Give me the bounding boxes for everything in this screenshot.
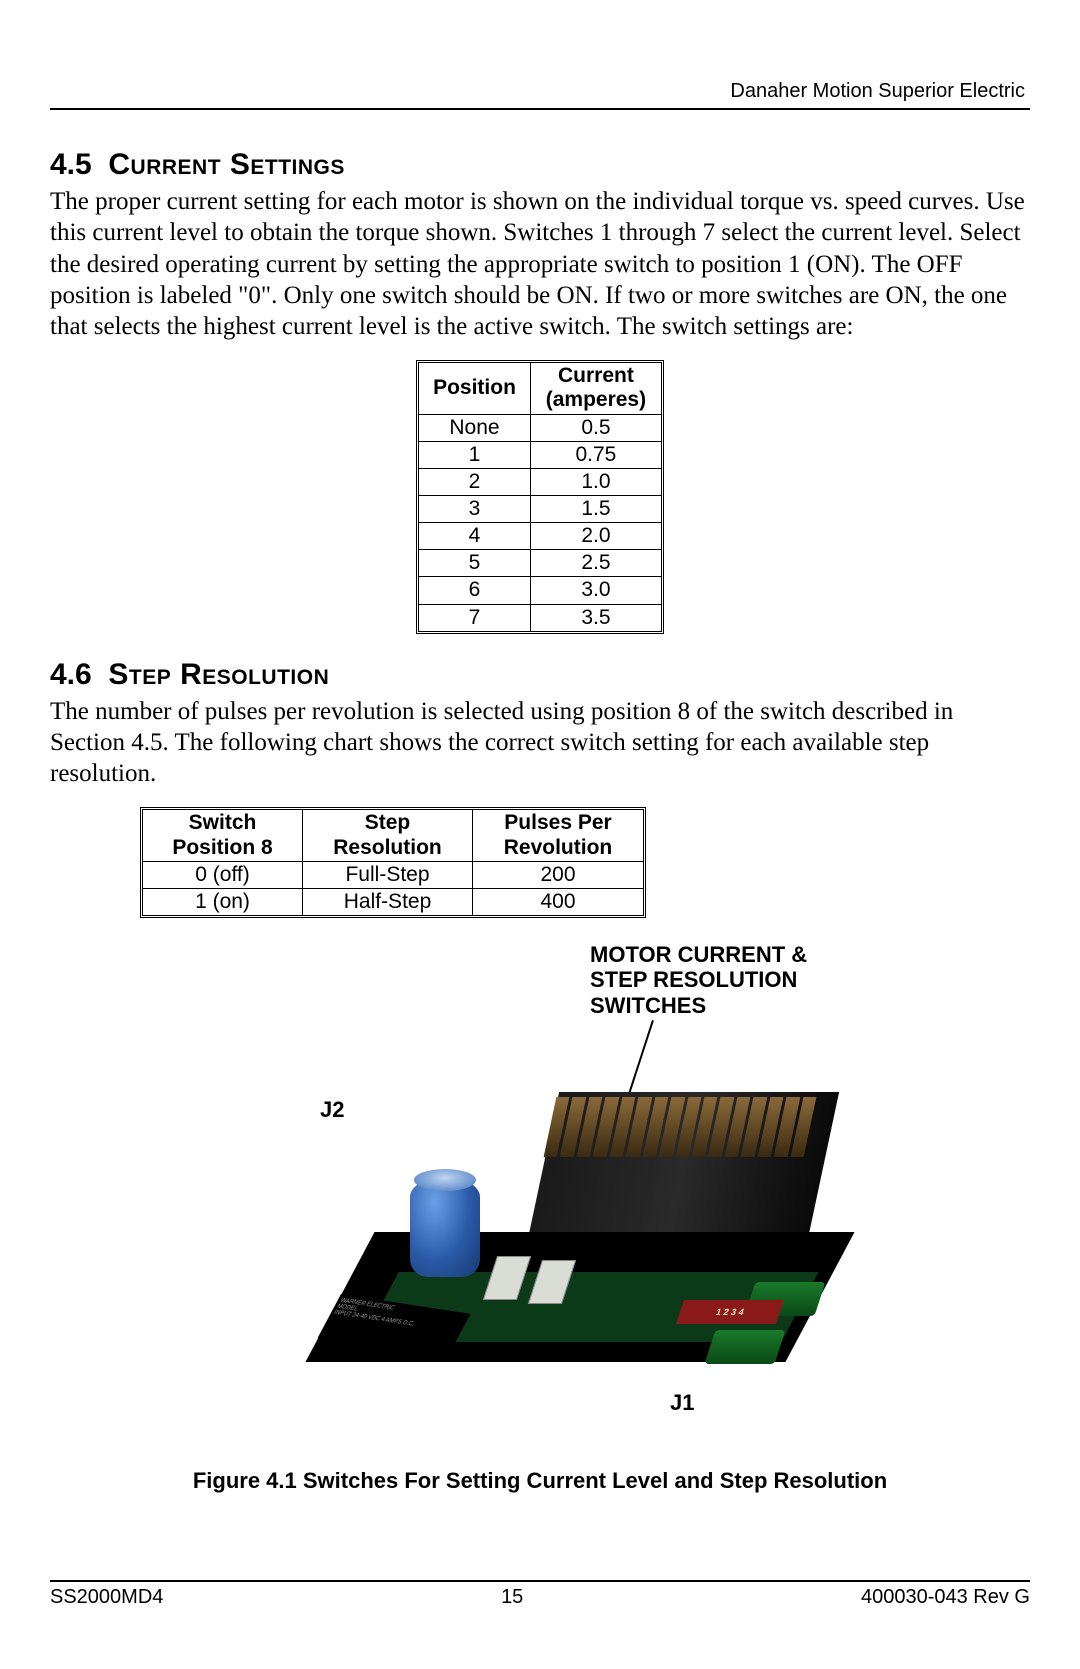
- table-cell: 4: [419, 523, 531, 550]
- step-resolution-table: SwitchPosition 8StepResolutionPulses Per…: [140, 807, 646, 918]
- table-cell: 5: [419, 550, 531, 577]
- table-cell: 3.0: [531, 577, 661, 604]
- table-cell: 1 (on): [143, 889, 303, 915]
- footer-page-number: 15: [501, 1586, 523, 1609]
- table-row: 0 (off)Full-Step200: [143, 862, 643, 889]
- table-cell: 2: [419, 469, 531, 496]
- table-header: StepResolution: [303, 810, 473, 861]
- table-header: Current(amperes): [531, 363, 661, 414]
- figure-area: MOTOR CURRENT & STEP RESOLUTION SWITCHES…: [190, 942, 890, 1462]
- table-cell: Half-Step: [303, 889, 473, 915]
- circuit-board-illustration: 1 2 3 4 WARNER ELECTRICMODELINPUT 24-40 …: [340, 1072, 820, 1372]
- switches-callout: MOTOR CURRENT & STEP RESOLUTION SWITCHES: [590, 942, 870, 1018]
- table-cell: 1: [419, 442, 531, 469]
- table-header: SwitchPosition 8: [143, 810, 303, 861]
- table-row: 1 (on)Half-Step400: [143, 889, 643, 915]
- footer-model: SS2000MD4: [50, 1586, 163, 1609]
- section-46-number: 4.6: [50, 658, 92, 691]
- current-settings-table: PositionCurrent(amperes)None0.510.7521.0…: [416, 360, 664, 633]
- footer-rule: [50, 1580, 1030, 1582]
- section-45-body: The proper current setting for each moto…: [50, 186, 1030, 342]
- table-header: Position: [419, 363, 531, 414]
- figure-caption: Figure 4.1 Switches For Setting Current …: [50, 1468, 1030, 1494]
- table-row: 73.5: [419, 605, 661, 631]
- table-cell: 2.0: [531, 523, 661, 550]
- table-cell: None: [419, 415, 531, 442]
- table-cell: 1.5: [531, 496, 661, 523]
- section-45-title: Current Settings: [108, 148, 345, 181]
- heatsink-fins-icon: [544, 1097, 817, 1157]
- dip-switch-icon: 1 2 3 4: [676, 1300, 784, 1324]
- page-footer: SS2000MD4 15 400030-043 Rev G: [50, 1580, 1030, 1609]
- current-table-wrap: PositionCurrent(amperes)None0.510.7521.0…: [50, 360, 1030, 633]
- table-row: 31.5: [419, 496, 661, 523]
- table-cell: Full-Step: [303, 862, 473, 889]
- header-rule: [50, 108, 1030, 110]
- section-45-number: 4.5: [50, 148, 92, 181]
- table-cell: 0.75: [531, 442, 661, 469]
- table-cell: 1.0: [531, 469, 661, 496]
- table-cell: 7: [419, 605, 531, 631]
- table-row: 21.0: [419, 469, 661, 496]
- table-cell: 0.5: [531, 415, 661, 442]
- section-46-heading: 4.6 Step Resolution: [50, 658, 1030, 692]
- table-header: Pulses PerRevolution: [473, 810, 643, 861]
- table-cell: 200: [473, 862, 643, 889]
- j1-label: J1: [670, 1390, 694, 1415]
- capacitor-icon: [410, 1177, 480, 1277]
- section-46-title: Step Resolution: [108, 658, 329, 691]
- step-table-wrap: SwitchPosition 8StepResolutionPulses Per…: [140, 807, 1030, 918]
- table-row: 10.75: [419, 442, 661, 469]
- table-row: 63.0: [419, 577, 661, 604]
- table-cell: 0 (off): [143, 862, 303, 889]
- content-area: 4.5 Current Settings The proper current …: [50, 148, 1030, 1494]
- table-cell: 6: [419, 577, 531, 604]
- header-company: Danaher Motion Superior Electric: [730, 80, 1025, 103]
- page: Danaher Motion Superior Electric 4.5 Cur…: [0, 0, 1080, 1669]
- section-46-body: The number of pulses per revolution is s…: [50, 696, 1030, 790]
- footer-docrev: 400030-043 Rev G: [861, 1586, 1030, 1609]
- table-row: 42.0: [419, 523, 661, 550]
- terminal-block-icon: [704, 1330, 785, 1364]
- table-cell: 3.5: [531, 605, 661, 631]
- table-cell: 400: [473, 889, 643, 915]
- table-row: None0.5: [419, 415, 661, 442]
- table-cell: 2.5: [531, 550, 661, 577]
- section-45-heading: 4.5 Current Settings: [50, 148, 1030, 182]
- table-row: 52.5: [419, 550, 661, 577]
- table-cell: 3: [419, 496, 531, 523]
